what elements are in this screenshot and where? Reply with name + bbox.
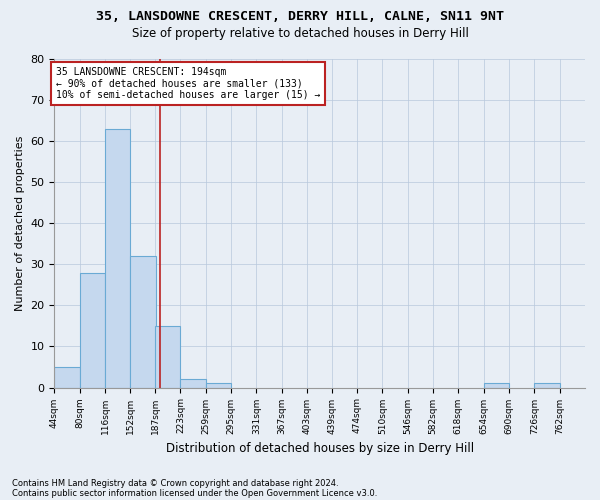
Bar bbox=[55, 367, 80, 388]
Bar bbox=[484, 384, 509, 388]
Text: Contains public sector information licensed under the Open Government Licence v3: Contains public sector information licen… bbox=[12, 488, 377, 498]
Bar bbox=[181, 380, 206, 388]
Bar bbox=[155, 326, 181, 388]
Text: 35, LANSDOWNE CRESCENT, DERRY HILL, CALNE, SN11 9NT: 35, LANSDOWNE CRESCENT, DERRY HILL, CALN… bbox=[96, 10, 504, 23]
Bar bbox=[80, 272, 105, 388]
Bar bbox=[130, 256, 156, 388]
Bar bbox=[105, 129, 130, 388]
Y-axis label: Number of detached properties: Number of detached properties bbox=[15, 136, 25, 311]
Text: 35 LANSDOWNE CRESCENT: 194sqm
← 90% of detached houses are smaller (133)
10% of : 35 LANSDOWNE CRESCENT: 194sqm ← 90% of d… bbox=[56, 67, 320, 100]
Bar bbox=[206, 384, 231, 388]
Text: Size of property relative to detached houses in Derry Hill: Size of property relative to detached ho… bbox=[131, 28, 469, 40]
Bar bbox=[535, 384, 560, 388]
X-axis label: Distribution of detached houses by size in Derry Hill: Distribution of detached houses by size … bbox=[166, 442, 474, 455]
Text: Contains HM Land Registry data © Crown copyright and database right 2024.: Contains HM Land Registry data © Crown c… bbox=[12, 478, 338, 488]
